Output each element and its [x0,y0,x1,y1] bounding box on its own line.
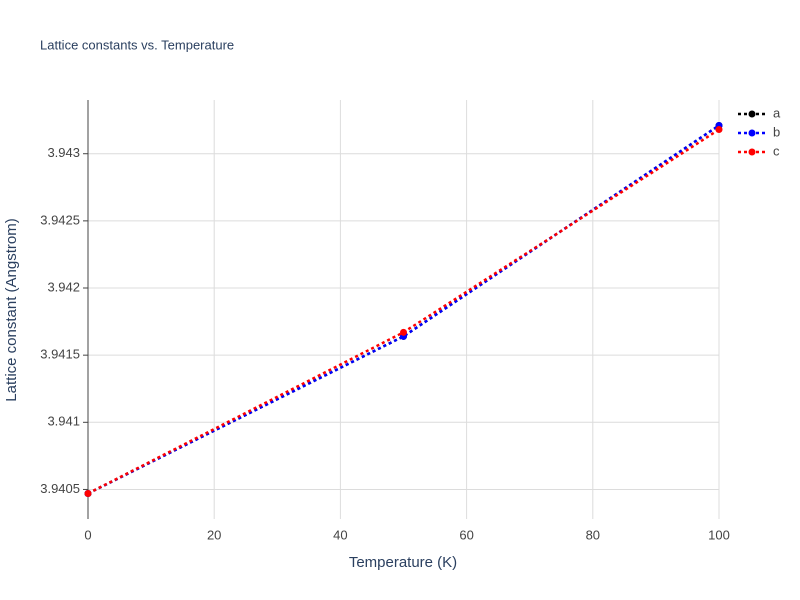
series-line [87,124,720,495]
x-tick-label: 60 [459,527,473,542]
x-axis-label: Temperature (K) [349,554,457,571]
legend-label: a [773,105,781,120]
data-point [84,489,92,497]
y-tick-label: 3.942 [47,279,80,294]
legend-marker [748,148,756,156]
data-point [400,328,407,336]
series-line [87,124,720,495]
x-tick-label: 20 [207,527,221,542]
y-tick-label: 3.9405 [40,481,80,496]
chart-title: Lattice constants vs. Temperature [40,37,234,52]
legend-label: c [773,143,780,158]
y-axis-label: Lattice constant (Angstrom) [3,218,20,401]
y-tick-label: 3.941 [47,414,80,429]
y-tick-label: 3.943 [47,145,80,160]
y-tick-label: 3.9415 [40,347,80,362]
data-point [715,126,723,134]
series-line [87,128,720,495]
x-tick-label: 100 [708,527,730,542]
y-tick-label: 3.9425 [40,212,80,227]
legend-label: b [773,124,780,139]
x-tick-label: 40 [333,527,347,542]
x-tick-label: 80 [586,527,600,542]
legend-marker [748,110,756,118]
x-tick-label: 0 [84,527,91,542]
legend-marker [748,129,756,137]
